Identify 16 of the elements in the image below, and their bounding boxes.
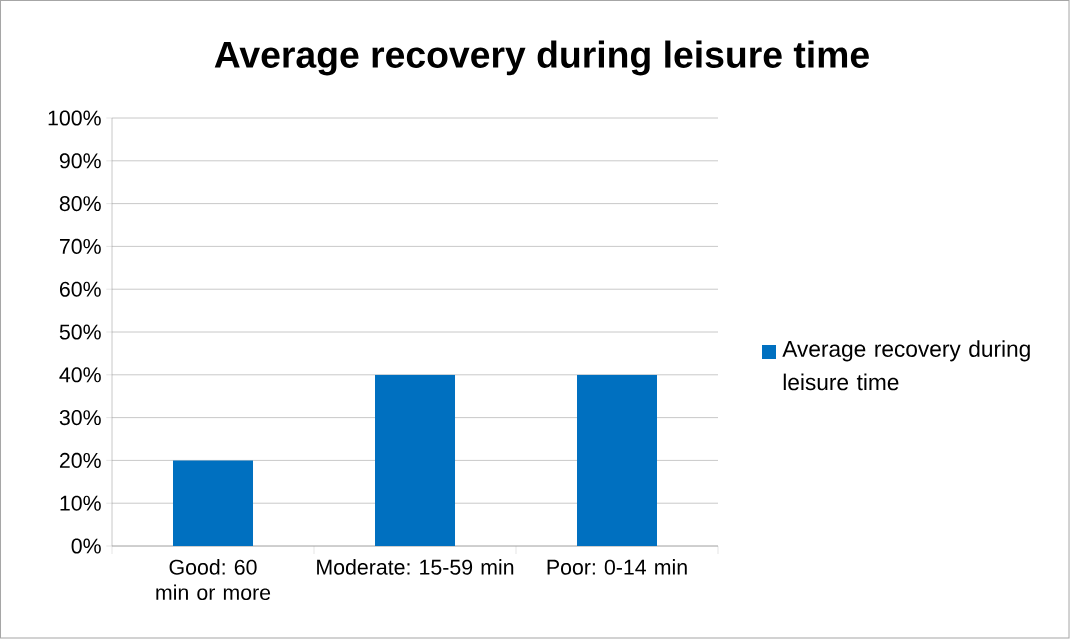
x-tick-label: Poor: 0-14 min: [547, 559, 687, 575]
y-tick-label: 20%: [59, 452, 101, 468]
y-tick-label: 70%: [59, 238, 101, 254]
y-tick-label: 30%: [59, 410, 101, 426]
legend-label: Average recovery during leisure time: [782, 340, 1030, 391]
y-tick-label: 40%: [59, 367, 101, 383]
y-tick-label: 80%: [59, 196, 101, 212]
y-tick-label: 60%: [59, 281, 101, 297]
y-tick-label: 10%: [60, 495, 101, 511]
y-tick-label: 100%: [48, 110, 101, 126]
chart-title: Average recovery during leisure time: [214, 40, 869, 76]
y-tick-label: 90%: [59, 153, 101, 169]
x-tick-label: Moderate: 15-59 min: [317, 559, 514, 575]
y-tick-label: 0%: [71, 538, 101, 554]
y-tick-label: 50%: [59, 324, 101, 340]
x-tick-label: Good: 60 min or more: [156, 559, 271, 601]
